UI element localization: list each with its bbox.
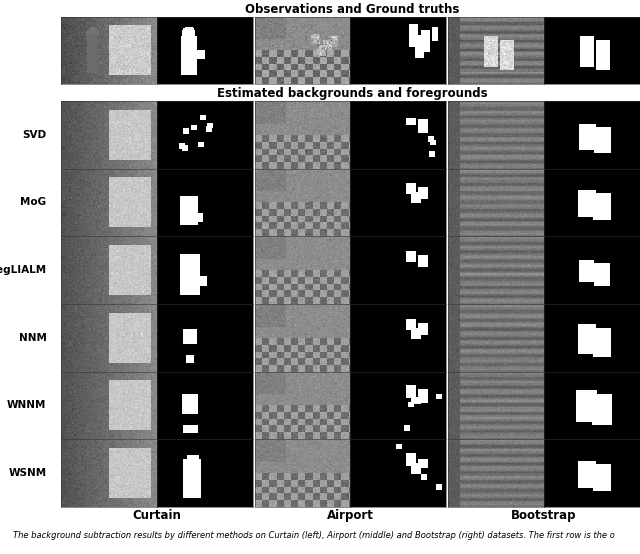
Text: Observations and Ground truths: Observations and Ground truths	[245, 3, 459, 16]
Text: MoG: MoG	[20, 197, 47, 207]
Text: WNNM: WNNM	[7, 401, 47, 411]
Text: The background subtraction results by different methods on Curtain (left), Airpo: The background subtraction results by di…	[13, 531, 614, 541]
Text: SVD: SVD	[22, 130, 47, 140]
Text: RegLIALM: RegLIALM	[0, 265, 47, 275]
Text: Curtain: Curtain	[132, 509, 181, 522]
Text: Bootstrap: Bootstrap	[511, 509, 577, 522]
Text: NNM: NNM	[19, 333, 47, 343]
Text: Estimated backgrounds and foregrounds: Estimated backgrounds and foregrounds	[217, 87, 487, 100]
Text: Airport: Airport	[327, 509, 374, 522]
Text: WSNM: WSNM	[8, 468, 47, 478]
